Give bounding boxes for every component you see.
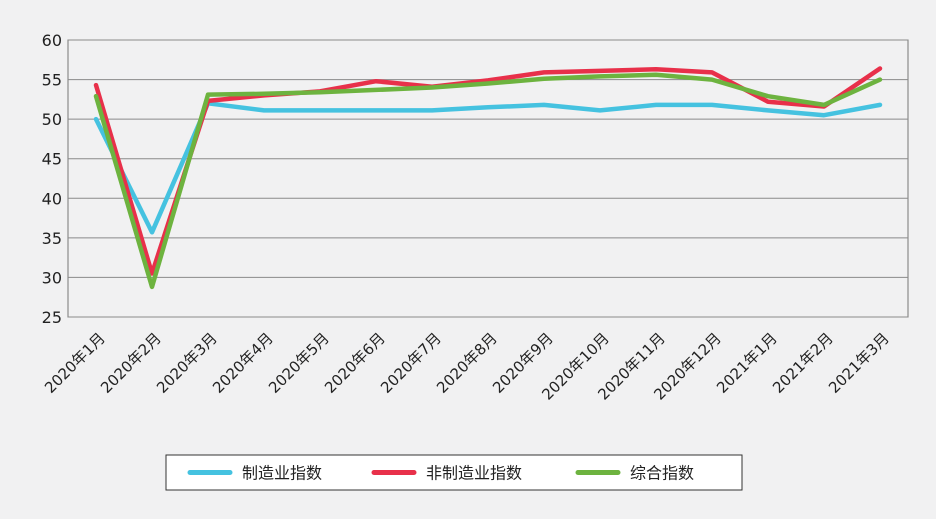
x-tick-label: 2021年3月: [825, 329, 893, 397]
legend-label: 非制造业指数: [426, 464, 522, 483]
gridlines: [68, 39, 908, 318]
y-tick-label: 30: [42, 268, 62, 287]
y-tick-label: 50: [42, 110, 62, 129]
legend-label: 综合指数: [630, 464, 694, 483]
y-tick-label: 35: [42, 229, 62, 248]
y-axis-ticks: 25 30 35 40 45 50 55 60: [42, 31, 62, 327]
series-line-2: [93, 72, 883, 290]
plot-border: [67, 39, 909, 318]
x-axis-ticks: 2020年1月2020年2月2020年3月2020年4月2020年5月2020年…: [41, 329, 893, 403]
series-lines: [93, 66, 883, 290]
y-tick-label: 40: [42, 189, 62, 208]
y-tick-label: 55: [42, 71, 62, 90]
legend-label: 制造业指数: [242, 464, 322, 483]
y-tick-label: 25: [42, 308, 62, 327]
legend: 制造业指数 非制造业指数 综合指数: [165, 454, 743, 491]
plot-area: [67, 39, 909, 318]
series-line-0: [93, 101, 883, 235]
legend-box: [165, 454, 743, 491]
y-tick-label: 45: [42, 150, 62, 169]
y-tick-label: 60: [42, 31, 62, 50]
